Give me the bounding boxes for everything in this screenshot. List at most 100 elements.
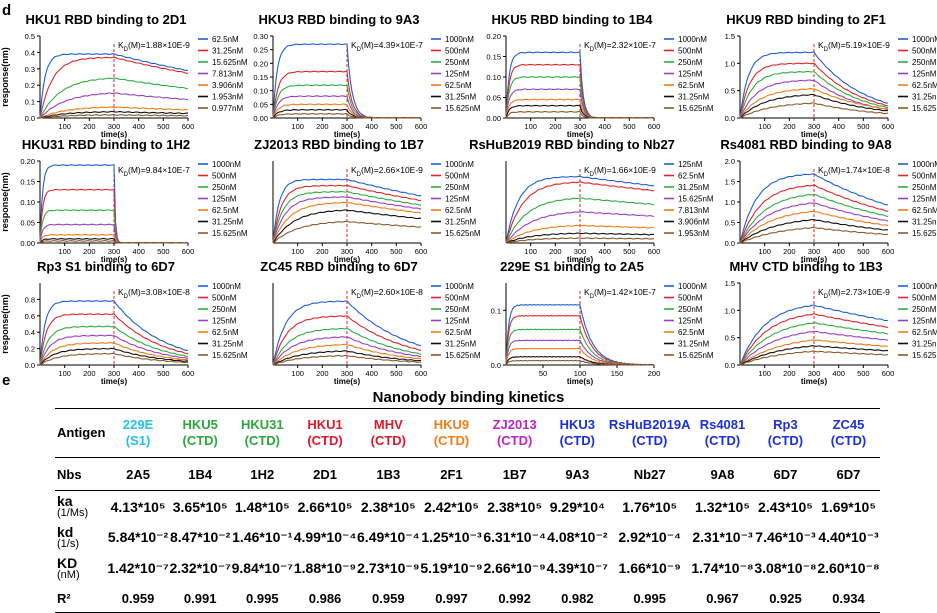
r2-cell: 0.959: [356, 584, 420, 613]
legend-label: 250nM: [212, 305, 237, 314]
x-axis-title: time(s): [801, 377, 828, 386]
antigen-cell: HKU31 (CTD): [231, 408, 294, 458]
nanobody-cell: 2D1: [293, 457, 357, 491]
antigen-domain: (CTD): [182, 433, 218, 448]
kd-k: K: [118, 40, 124, 50]
series-line: [505, 197, 655, 243]
legend-label: 7.813nM: [212, 70, 243, 79]
legend-label: 15.625nM: [912, 104, 937, 113]
chart-svg: HKU9 RBD binding to 2F1 100 200 300 400 500 60…: [725, 12, 937, 139]
series-line: [739, 70, 889, 118]
x-tick-label: 400: [365, 122, 378, 131]
legend-label: 1000nM: [445, 35, 474, 44]
r2-cell: 0.925: [753, 584, 817, 613]
r2-cell: 0.992: [482, 584, 547, 613]
x-tick-label: 600: [182, 247, 195, 256]
series-line: [272, 113, 422, 119]
x-tick-label: 100: [291, 122, 304, 131]
kd-value: (M)=5.19×10E-9: [828, 40, 890, 50]
legend-label: 1000nM: [212, 160, 241, 169]
x-tick-label: 300: [574, 247, 587, 256]
nanobody-cell: 9A3: [546, 457, 609, 491]
series-line: [739, 173, 889, 244]
x-tick-label: 200: [549, 122, 562, 131]
legend-label: 31.25nM: [445, 340, 476, 349]
antigen-name: ZJ2013: [492, 417, 537, 432]
antigen-cell: Rp3 (CTD): [753, 408, 817, 458]
antigen-name: HKU9: [433, 417, 470, 432]
y-tick-label: 0.20: [486, 32, 501, 41]
y-tick-label: 0.00: [253, 114, 268, 123]
row-label-antigen: Antigen: [55, 408, 107, 458]
legend-label: 31.25nM: [212, 340, 243, 349]
legend-label: 1000nM: [912, 35, 937, 44]
x-tick-label: 600: [882, 122, 895, 131]
ka-cell: 2.43*10⁵: [758, 498, 813, 515]
x-tick-label: 400: [132, 369, 145, 378]
series-line: [39, 77, 189, 118]
kd-sub: D: [590, 294, 595, 300]
y-tick-label: 0.15: [486, 53, 501, 62]
antigen-domain: (CTD): [496, 433, 533, 448]
x-tick-label: 500: [157, 247, 170, 256]
y-tick-label: 0.20: [20, 157, 35, 166]
y-tick-label: 1.5: [725, 178, 735, 187]
x-tick-label: 400: [832, 247, 845, 256]
x-tick-label: 600: [415, 369, 428, 378]
kd-k: K: [818, 165, 824, 175]
antigen-name: HKU5: [182, 417, 218, 432]
legend-label: 62.5nM: [212, 328, 239, 337]
legend-label: 1000nM: [212, 282, 241, 291]
x-tick-label: 500: [857, 122, 870, 131]
row-label-kd: kd (1/s): [55, 522, 107, 553]
series-line: [272, 190, 422, 243]
series-line: [39, 240, 189, 244]
kd-k: K: [118, 165, 124, 175]
series-line: [272, 209, 422, 244]
x-tick-label: 300: [574, 122, 587, 131]
x-tick-label: 200: [83, 247, 96, 256]
x-axis-title: time(s): [801, 130, 828, 139]
x-axis-title: time(s): [101, 377, 128, 386]
series-line: [272, 300, 422, 366]
x-tick-label: 200: [316, 247, 329, 256]
series-line: [505, 232, 655, 244]
chart-title: Rs4081 RBD binding to 9A8: [720, 137, 891, 152]
legend-label: 500nM: [212, 294, 237, 303]
antigen-name: Rp3: [773, 417, 798, 432]
legend-label: 15.625nM: [212, 229, 248, 238]
ka-cell: 2.38*10⁵: [360, 498, 416, 515]
series-line: [739, 226, 889, 244]
kd-cell: 4.40*10⁻³: [818, 529, 879, 545]
y-tick-label: 0.0: [25, 361, 35, 370]
antigen-domain: (CTD): [767, 433, 804, 448]
legend-label: 3.906nM: [678, 218, 709, 227]
r2-cell: 0.982: [546, 584, 609, 613]
kd-annotation: KD(M)=2.66×10E-9: [351, 165, 423, 178]
legend-label: 15.625nM: [678, 351, 714, 360]
x-tick-label: 300: [808, 247, 821, 256]
series-line: [505, 359, 654, 366]
legend-label: 250nM: [445, 305, 470, 314]
y-axis-title: response(nm): [0, 294, 10, 354]
kd-annotation: KD(M)=2.60×10E-8: [351, 287, 423, 300]
x-tick-label: 300: [341, 369, 354, 378]
x-tick-label: 300: [808, 369, 821, 378]
legend-label: 1.953nM: [212, 93, 243, 102]
y-tick-label: 0.15: [253, 73, 268, 82]
series-line: [272, 196, 422, 244]
KD-cell: 5.19*10⁻⁹: [420, 560, 483, 576]
legend-label: 250nM: [445, 183, 470, 192]
legend-label: 500nM: [678, 294, 703, 303]
kd-value: (M)=2.60×10E-8: [361, 287, 423, 297]
x-tick-label: 200: [83, 369, 96, 378]
ka-cell: 1.48*10⁵: [234, 498, 290, 515]
legend-label: 31.25nM: [445, 93, 476, 102]
y-tick-label: 1.0: [725, 198, 735, 207]
antigen-domain: (CTD): [559, 433, 596, 448]
chart-svg: HKU5 RBD binding to 1B4 100 200 300 400 500 60…: [486, 12, 714, 139]
x-tick-label: 100: [58, 369, 71, 378]
kd-annotation: KD(M)=1.42×10E-7: [584, 287, 656, 300]
legend-label: 500nM: [445, 172, 470, 181]
kd-annotation: KD(M)=1.88×10E-9: [118, 40, 190, 53]
